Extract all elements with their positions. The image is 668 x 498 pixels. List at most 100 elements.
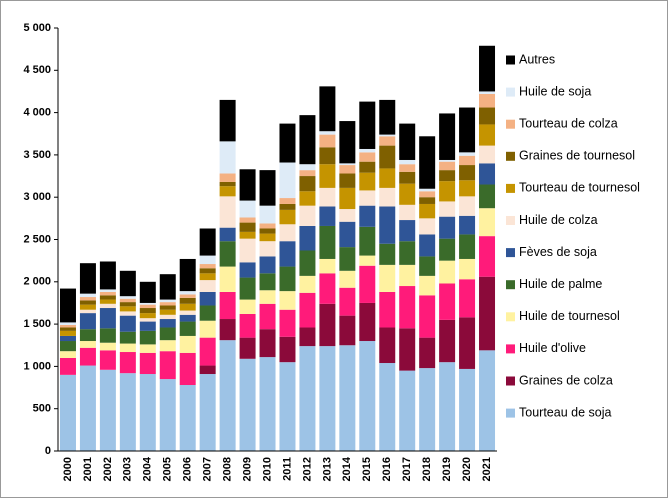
y-tick-label: 5 000	[23, 22, 51, 34]
bar-segment	[59, 324, 76, 328]
bar-segment	[179, 321, 196, 336]
bar-segment	[119, 315, 136, 332]
bar-segment	[319, 86, 336, 132]
bar-segment	[459, 215, 476, 235]
bar-segment	[359, 152, 376, 162]
bar-segment	[159, 379, 176, 451]
bar-segment	[359, 205, 376, 227]
bar-segment	[459, 279, 476, 318]
bar-segment	[359, 161, 376, 173]
bar-segment	[439, 216, 456, 239]
bar-segment	[159, 314, 176, 320]
bar-segment	[179, 297, 196, 304]
bar-segment	[439, 161, 456, 171]
bar-segment	[139, 352, 156, 375]
bar-segment	[259, 303, 276, 330]
x-tick-label: 2015	[361, 457, 373, 481]
bar-segment	[219, 241, 236, 267]
bar-segment	[479, 184, 496, 209]
bar-segment	[299, 115, 316, 165]
bar-segment	[439, 201, 456, 217]
bar-segment	[399, 241, 416, 265]
bar-segment	[279, 203, 296, 210]
bar-segment	[379, 264, 396, 292]
bar-segment	[439, 283, 456, 320]
y-tick-label: 500	[33, 403, 51, 415]
bar-segment	[79, 300, 96, 305]
bar-segment	[119, 331, 136, 344]
x-tick-label: 2001	[82, 457, 94, 481]
legend-label: Tourteau de colza	[519, 116, 618, 130]
bar-segment	[479, 276, 496, 351]
bar-segment	[339, 187, 356, 210]
bar-segment	[179, 335, 196, 353]
bar-segment	[399, 264, 416, 287]
bar-segment	[99, 369, 116, 451]
bar-segment	[359, 302, 376, 342]
bar-segment	[119, 373, 136, 451]
bar-segment	[179, 294, 196, 298]
bar-segment	[199, 228, 216, 256]
bar-segment	[99, 261, 116, 290]
bar-segment	[179, 303, 196, 311]
bar-segment	[199, 305, 216, 321]
bar-segment	[59, 327, 76, 331]
bar-segment	[359, 148, 376, 153]
bar-segment	[219, 173, 236, 182]
bar-segment	[79, 263, 96, 294]
bar-segment	[59, 322, 76, 325]
x-tick-label: 2004	[142, 456, 154, 481]
bar-segment	[339, 173, 356, 188]
bar-segment	[319, 346, 336, 451]
bar-segment	[239, 222, 256, 232]
bar-segment	[119, 352, 136, 374]
bar-segment	[419, 337, 436, 369]
bar-segment	[479, 350, 496, 451]
bar-segment	[299, 250, 316, 276]
legend-swatch	[506, 280, 515, 290]
bar-segment	[459, 152, 476, 156]
x-tick-label: 2014	[341, 456, 353, 481]
bar-segment	[379, 243, 396, 265]
bar-segment	[139, 344, 156, 353]
bar-segment	[239, 337, 256, 359]
bar-segment	[439, 362, 456, 451]
x-tick-label: 2009	[241, 457, 253, 481]
legend-swatch	[506, 248, 515, 258]
bar-segment	[299, 176, 316, 192]
x-tick-label: 2013	[321, 457, 333, 481]
bar-segment	[59, 357, 76, 375]
bar-segment	[79, 297, 96, 301]
bar-segment	[259, 273, 276, 291]
bar-segment	[439, 238, 456, 261]
bar-segment	[59, 330, 76, 336]
bar-segment	[159, 299, 176, 303]
bar-segment	[59, 351, 76, 358]
bar-segment	[359, 265, 376, 303]
bar-segment	[79, 365, 96, 451]
bar-segment	[379, 136, 396, 146]
bar-segment	[299, 225, 316, 251]
legend-swatch	[506, 183, 515, 193]
bar-segment	[419, 188, 436, 192]
legend-swatch	[506, 376, 515, 386]
bar-segment	[199, 255, 216, 265]
bar-segment	[159, 302, 176, 306]
bar-segment	[459, 368, 476, 451]
bar-segment	[399, 123, 416, 160]
bar-segment	[339, 121, 356, 164]
bar-segment	[119, 298, 136, 303]
x-tick-label: 2020	[461, 457, 473, 481]
bar-segment	[419, 275, 436, 296]
bar-segment	[199, 320, 216, 338]
bar-segment	[399, 328, 416, 371]
bar-segment	[179, 310, 196, 315]
bar-segment	[199, 280, 216, 292]
bar-segment	[279, 336, 296, 363]
x-tick-label: 2003	[122, 457, 134, 481]
bar-segment	[179, 314, 196, 322]
bar-segment	[279, 224, 296, 242]
bar-segment	[399, 183, 416, 205]
bar-segment	[359, 226, 376, 256]
